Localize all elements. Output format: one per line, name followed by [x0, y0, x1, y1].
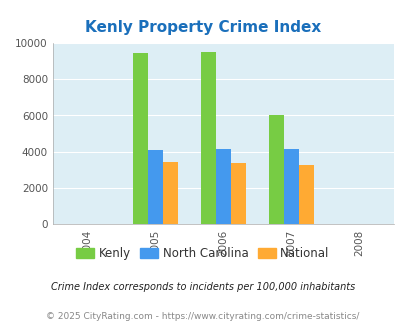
Text: © 2025 CityRating.com - https://www.cityrating.com/crime-statistics/: © 2025 CityRating.com - https://www.city…: [46, 312, 359, 321]
Bar: [132, 53, 147, 224]
Text: Kenly Property Crime Index: Kenly Property Crime Index: [85, 20, 320, 35]
Bar: [284, 149, 298, 224]
Bar: [215, 149, 230, 224]
Bar: [147, 150, 162, 224]
Bar: [230, 163, 245, 224]
Text: Crime Index corresponds to incidents per 100,000 inhabitants: Crime Index corresponds to incidents per…: [51, 282, 354, 292]
Bar: [269, 115, 283, 224]
Bar: [200, 52, 215, 224]
Bar: [162, 162, 177, 224]
Legend: Kenly, North Carolina, National: Kenly, North Carolina, National: [72, 244, 333, 264]
Bar: [298, 164, 313, 224]
